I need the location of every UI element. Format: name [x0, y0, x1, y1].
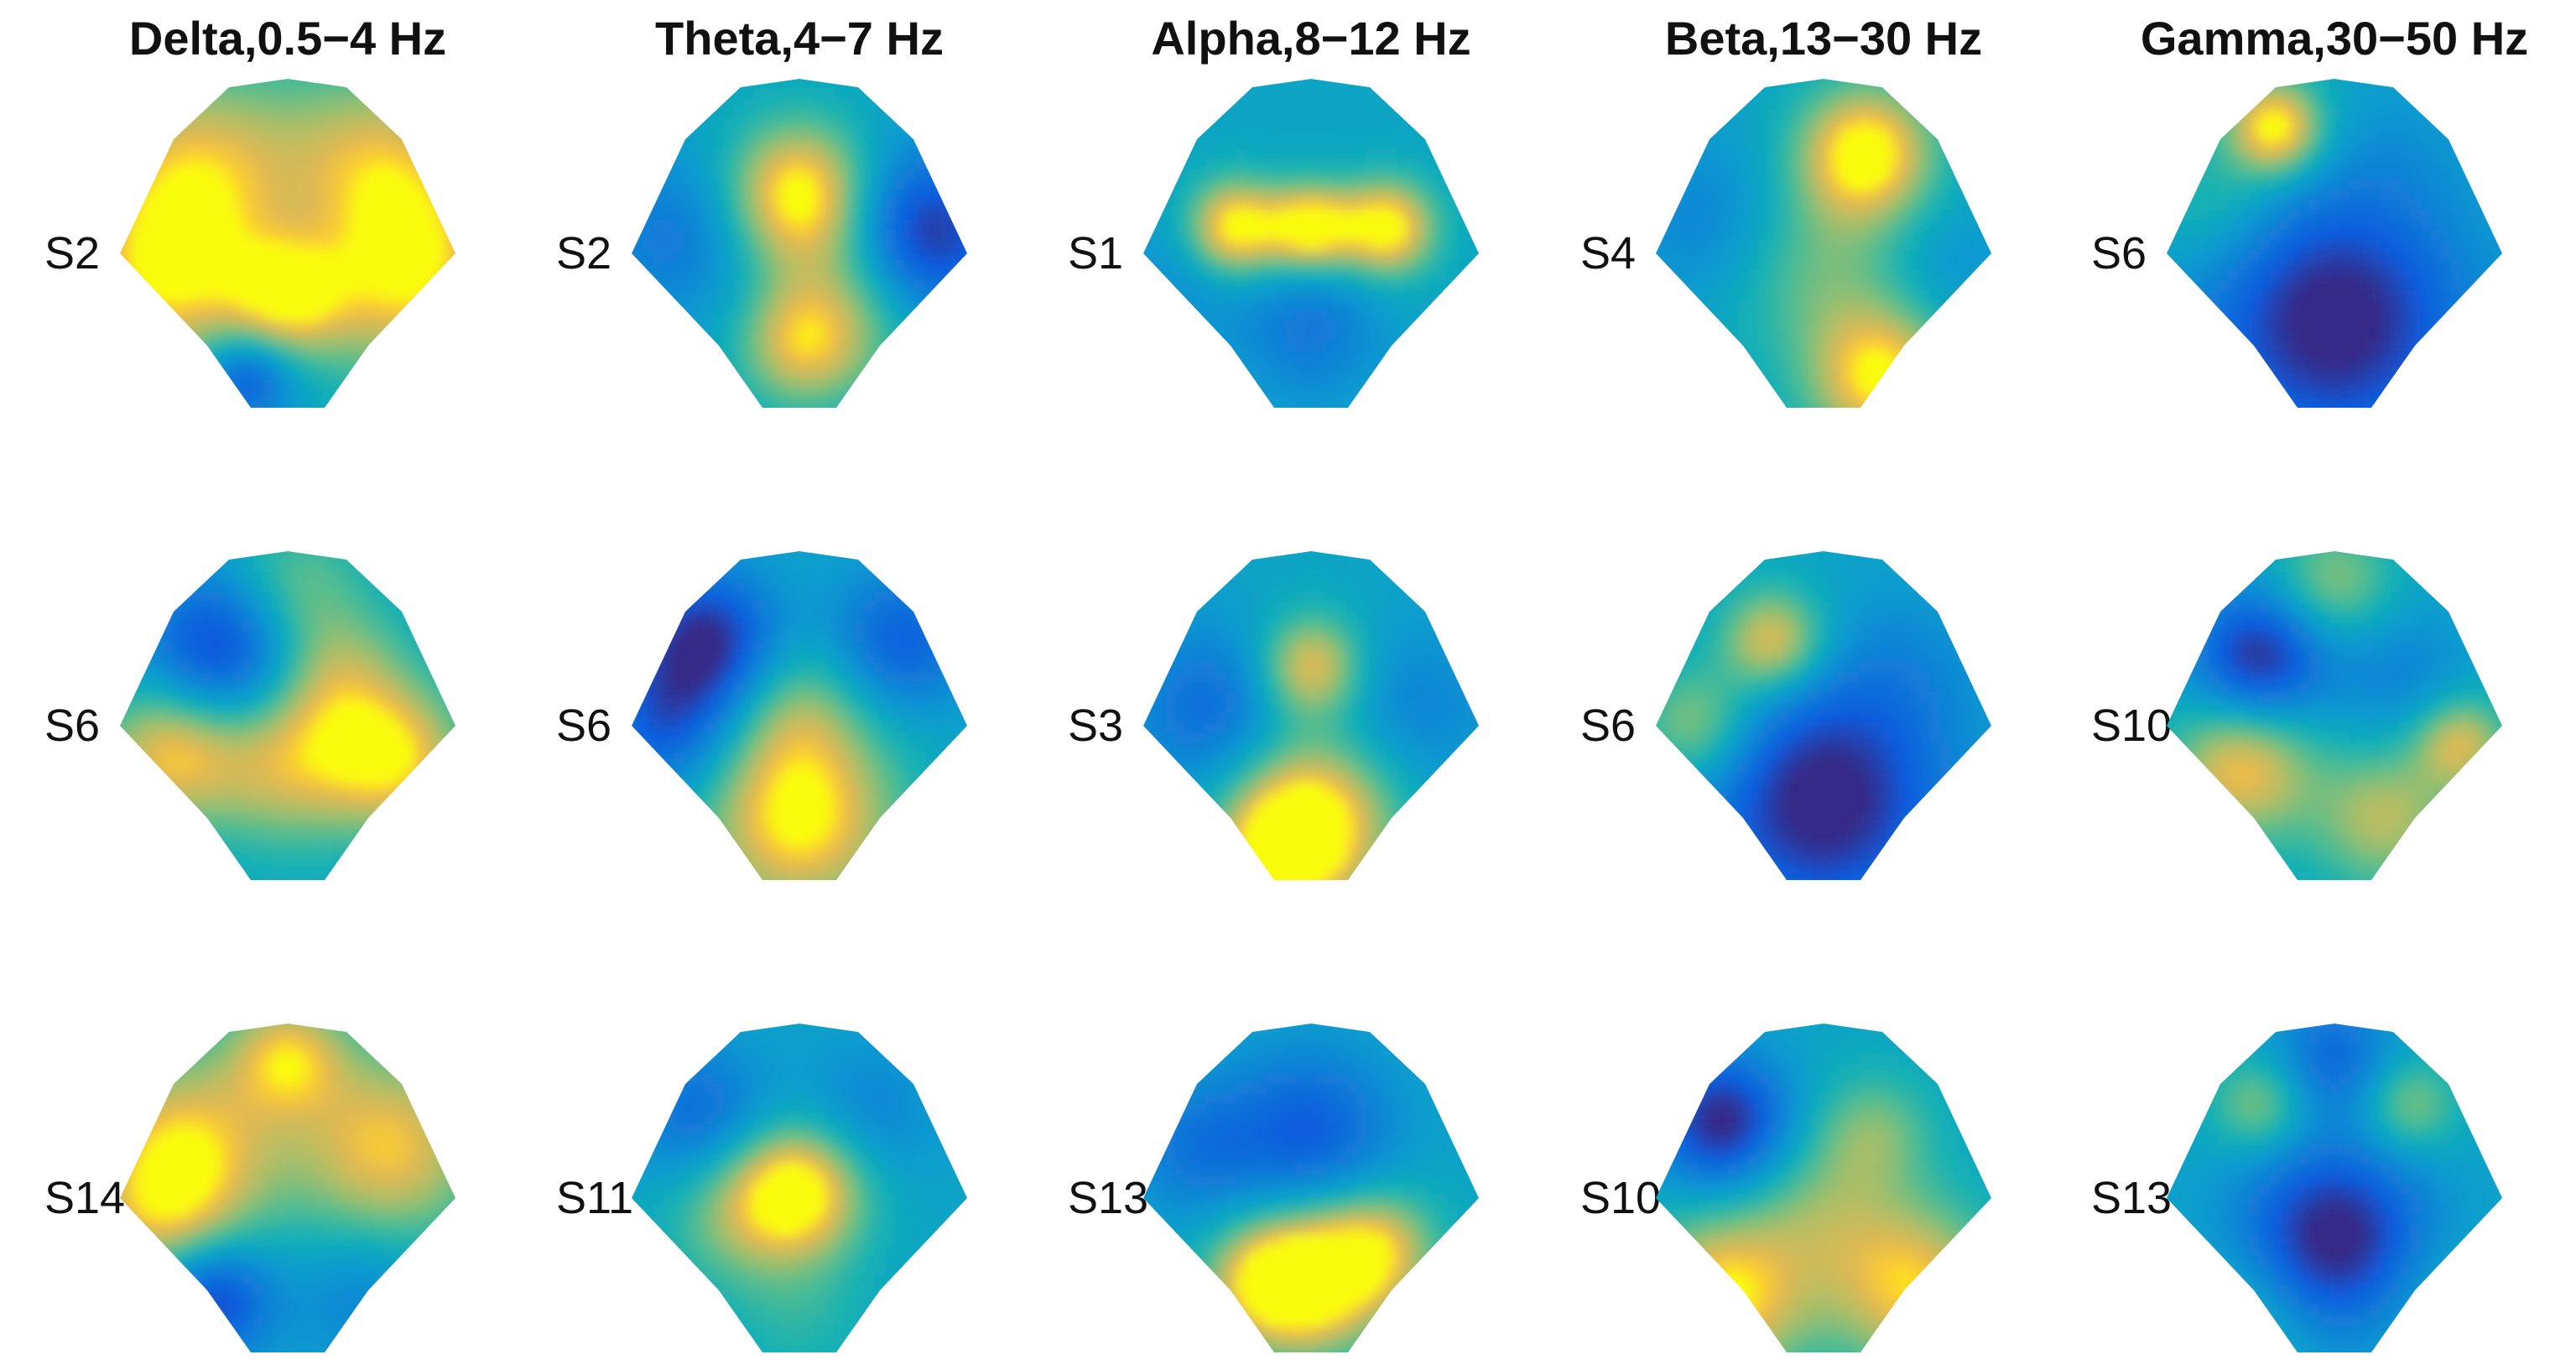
topomap-theta-s11: S11 [556, 1024, 967, 1352]
topomap-alpha-s1: S1 [1068, 79, 1479, 408]
subject-label: S3 [1068, 701, 1123, 751]
topomap-delta-s6: S6 [44, 551, 455, 880]
topomap-alpha-s13: S13 [1068, 1024, 1479, 1352]
topomap-field [632, 79, 967, 408]
subject-label: S11 [556, 1173, 633, 1223]
subject-label: S6 [1580, 701, 1636, 751]
topomap-panels: S2 S6 S14 S2 S6 S11 S1 S3 S13 S4 S6 S10 S6 S10 S13 [44, 79, 2502, 1352]
topomap-field [1143, 551, 1479, 880]
subject-label: S2 [556, 228, 611, 279]
topomap-field [2167, 1024, 2502, 1352]
topomap-gamma-s6: S6 [2091, 79, 2502, 408]
topomap-field [632, 1024, 967, 1352]
subject-label: S6 [44, 701, 100, 751]
band-title: Theta,4−7 Hz [655, 12, 944, 65]
topomap-gamma-s10: S10 [2091, 551, 2502, 880]
topomap-field [120, 1024, 455, 1352]
subject-label: S13 [2091, 1173, 2172, 1223]
topomap-delta-s2: S2 [44, 79, 455, 408]
topomap-theta-s6: S6 [556, 551, 967, 880]
topomap-alpha-s3: S3 [1068, 551, 1479, 880]
topomap-beta-s4: S4 [1580, 79, 1991, 408]
subject-label: S6 [2091, 228, 2147, 279]
topomap-beta-s6: S6 [1580, 551, 1991, 880]
topomap-field [1656, 551, 1991, 880]
subject-label: S10 [2091, 701, 2172, 751]
subject-label: S1 [1068, 228, 1123, 279]
subject-label: S14 [44, 1173, 125, 1223]
topomap-theta-s2: S2 [556, 79, 967, 408]
band-title: Beta,13−30 Hz [1665, 12, 1982, 65]
topomap-field [1143, 1024, 1479, 1352]
topomap-gamma-s13: S13 [2091, 1024, 2502, 1352]
topomap-delta-s14: S14 [44, 1024, 455, 1352]
subject-label: S10 [1580, 1173, 1661, 1223]
band-titles: Delta,0.5−4 Hz Theta,4−7 Hz Alpha,8−12 Hz B… [129, 12, 2528, 65]
topomap-field [120, 551, 455, 880]
topomap-field [2167, 79, 2502, 408]
band-title: Delta,0.5−4 Hz [129, 12, 446, 65]
subject-label: S2 [44, 228, 100, 279]
band-title: Alpha,8−12 Hz [1151, 12, 1470, 65]
topomap-field [1656, 79, 1991, 408]
subject-label: S4 [1580, 228, 1636, 279]
topomap-field [1656, 1024, 1991, 1352]
band-title: Gamma,30−50 Hz [2141, 12, 2528, 65]
topomap-field [2167, 551, 2502, 880]
subject-label: S13 [1068, 1173, 1148, 1223]
topomap-beta-s10: S10 [1580, 1024, 1991, 1352]
topomap-field [120, 79, 455, 408]
subject-label: S6 [556, 701, 611, 751]
topomap-field [1143, 79, 1479, 408]
topomap-field [632, 551, 967, 880]
